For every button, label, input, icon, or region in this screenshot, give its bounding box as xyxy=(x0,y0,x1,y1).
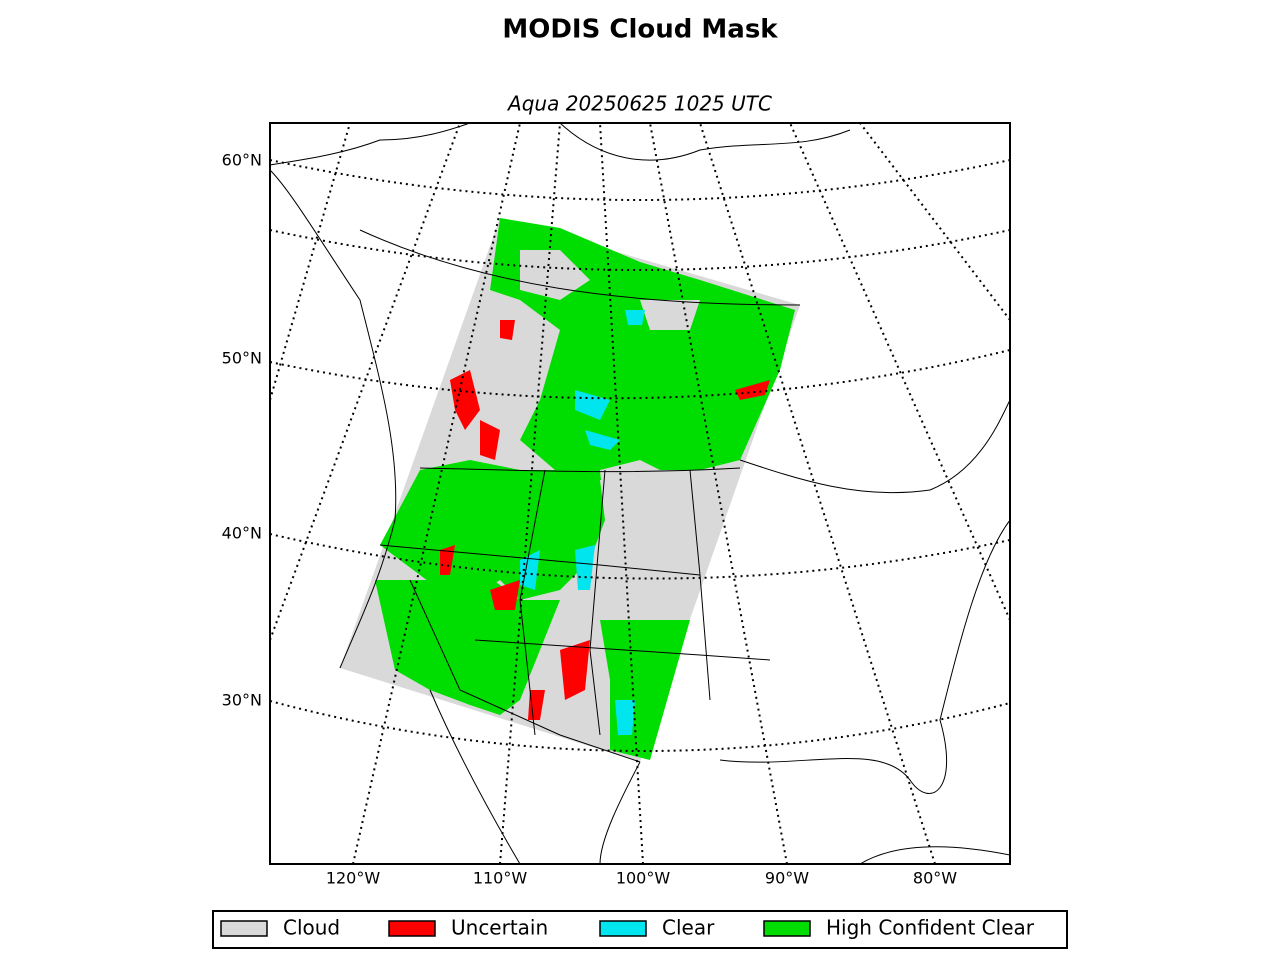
graticule xyxy=(270,123,1010,864)
uncertain-spots xyxy=(440,320,770,720)
borders xyxy=(270,123,1010,864)
lat-label: 30°N xyxy=(222,691,262,710)
legend: Cloud Uncertain Clear High Confident Clear xyxy=(220,916,1035,940)
legend-swatch xyxy=(599,920,647,937)
legend-label: High Confident Clear xyxy=(826,916,1035,940)
legend-swatch xyxy=(763,920,811,937)
cloud-patches xyxy=(460,250,700,570)
lon-label: 90°W xyxy=(765,869,809,888)
legend-label: Cloud xyxy=(283,916,340,940)
legend-swatch xyxy=(388,920,436,937)
map-frame xyxy=(269,122,1011,865)
lat-label: 40°N xyxy=(222,524,262,543)
lon-label: 110°W xyxy=(473,869,528,888)
clear-spots xyxy=(520,310,645,735)
legend-label: Uncertain xyxy=(451,916,548,940)
lon-label: 100°W xyxy=(616,869,671,888)
title: MODIS Cloud Mask xyxy=(502,15,778,45)
map-area xyxy=(270,123,1010,864)
lat-label: 50°N xyxy=(222,349,262,368)
legend-label: Clear xyxy=(662,916,715,940)
subtitle: Aqua 20250625 1025 UTC xyxy=(506,92,772,116)
lat-label: 60°N xyxy=(222,151,262,170)
legend-swatch xyxy=(220,920,268,937)
graticule-labels: 60°N 50°N 40°N 30°N 120°W 110°W 100°W 90°W 80°W xyxy=(222,151,958,888)
lon-label: 120°W xyxy=(326,869,381,888)
lon-label: 80°W xyxy=(913,869,957,888)
